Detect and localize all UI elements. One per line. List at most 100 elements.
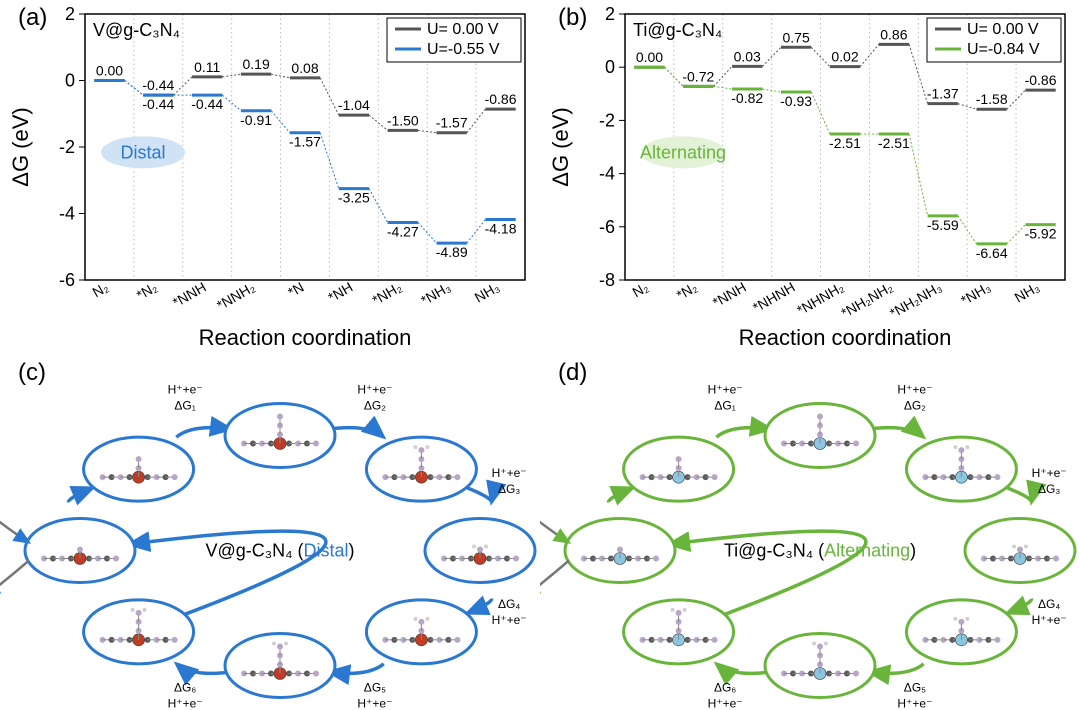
svg-text:H⁺+e⁻: H⁺+e⁻ [1032,466,1067,480]
svg-text:H⁺+e⁻: H⁺+e⁻ [492,613,527,627]
svg-text:Distal: Distal [120,142,165,162]
svg-text:-4.89: -4.89 [436,244,468,260]
svg-text:-0.72: -0.72 [682,68,714,84]
svg-text:0.19: 0.19 [242,56,269,72]
svg-text:-0.86: -0.86 [485,91,517,107]
svg-text:-6: -6 [59,270,75,290]
svg-text:*NNH: *NNH [710,279,749,311]
svg-text:U=-0.55 V: U=-0.55 V [427,41,500,58]
svg-text:ΔG₄: ΔG₄ [498,597,520,611]
svg-text:ΔG₅: ΔG₅ [904,681,926,695]
svg-text:ΔG (eV): ΔG (eV) [8,107,33,186]
svg-text:-0.44: -0.44 [191,96,223,112]
svg-text:-0.82: -0.82 [731,90,763,106]
svg-text:0.08: 0.08 [291,60,318,76]
svg-text:ΔG₁: ΔG₁ [714,398,735,412]
svg-text:U=-0.84 V: U=-0.84 V [967,41,1040,58]
svg-text:ΔG₁: ΔG₁ [174,398,195,412]
panel-d-label: (d) [558,359,587,387]
svg-text:H⁺+e⁻: H⁺+e⁻ [357,697,392,710]
svg-text:-1.58: -1.58 [976,91,1008,107]
svg-text:*NH: *NH [325,279,355,306]
svg-text:H⁺+e⁻: H⁺+e⁻ [897,382,932,396]
svg-text:H⁺+e⁻: H⁺+e⁻ [357,382,392,396]
svg-text:-1.57: -1.57 [436,115,468,131]
svg-text:*N₂: *N₂ [134,279,160,303]
svg-text:*NH₃: *NH₃ [418,279,453,309]
cycle-c-svg: V@g-C₃N₄ (Distal)N₂NH₃H⁺+e⁻ΔG₁H⁺+e⁻ΔG₂H⁺… [0,355,540,710]
svg-text:-4: -4 [599,164,615,184]
svg-text:N₂: N₂ [89,279,110,301]
svg-text:Ti@g-C₃N₄ (Alternating): Ti@g-C₃N₄ (Alternating) [724,541,916,561]
svg-text:2: 2 [65,4,75,24]
svg-text:*N: *N [285,279,306,301]
svg-text:N₂: N₂ [629,279,650,301]
panel-b: (b) -8-6-4-202ΔG (eV)N₂*N₂*NNH*NHNH*NHNH… [540,0,1080,355]
svg-text:0.02: 0.02 [831,49,858,65]
svg-text:2: 2 [605,4,615,24]
svg-text:-1.57: -1.57 [289,134,321,150]
svg-text:H⁺+e⁻: H⁺+e⁻ [708,382,743,396]
svg-text:-2: -2 [599,110,615,130]
svg-text:-0.91: -0.91 [240,112,272,128]
svg-text:*NH₂NH₃: *NH₂NH₃ [887,279,944,321]
svg-text:ΔG₂: ΔG₂ [364,398,386,412]
svg-text:-1.37: -1.37 [927,86,959,102]
svg-text:0.75: 0.75 [782,29,809,45]
chart-a-svg: -6-4-202ΔG (eV)N₂*N₂*NNH*NNH₂*N*NH*NH₂*N… [0,0,540,355]
svg-text:-0.93: -0.93 [780,93,812,109]
svg-text:ΔG₂: ΔG₂ [904,398,926,412]
svg-text:0.00: 0.00 [636,49,663,65]
svg-text:Ti@g-C₃N₄: Ti@g-C₃N₄ [633,20,722,40]
svg-text:ΔG₆: ΔG₆ [714,681,736,695]
svg-text:*NHNH: *NHNH [750,279,798,316]
svg-text:H⁺+e⁻: H⁺+e⁻ [708,697,743,710]
svg-text:0: 0 [605,57,615,77]
panel-d: (d) Ti@g-C₃N₄ (Alternating)N₂NH₃H⁺+e⁻ΔG₁… [540,355,1080,710]
svg-text:-0.44: -0.44 [142,96,174,112]
svg-text:-1.04: -1.04 [338,97,370,113]
svg-text:*NH₂NH₂: *NH₂NH₂ [838,279,895,321]
svg-text:*NH₃: *NH₃ [958,279,993,309]
svg-text:ΔG₃: ΔG₃ [1038,482,1060,496]
svg-text:*N₂: *N₂ [674,279,700,303]
svg-text:-8: -8 [599,270,615,290]
svg-text:0.86: 0.86 [880,26,907,42]
svg-text:-5.92: -5.92 [1025,226,1057,242]
svg-text:H⁺+e⁻: H⁺+e⁻ [168,382,203,396]
svg-text:*NNH: *NNH [170,279,209,311]
svg-text:*NH₂: *NH₂ [369,279,404,308]
svg-text:Reaction coordination: Reaction coordination [199,325,412,350]
svg-text:-1.50: -1.50 [387,112,419,128]
svg-text:U= 0.00 V: U= 0.00 V [427,21,499,38]
svg-text:ΔG (eV): ΔG (eV) [548,107,573,186]
svg-text:-4.27: -4.27 [387,223,419,239]
panel-a-label: (a) [18,4,47,32]
svg-text:*NHNH₂: *NHNH₂ [794,279,846,319]
svg-text:-2.51: -2.51 [878,135,910,151]
figure-root: (a) -6-4-202ΔG (eV)N₂*N₂*NNH*NNH₂*N*NH*N… [0,0,1080,710]
svg-text:ΔG₄: ΔG₄ [1038,597,1060,611]
svg-text:0: 0 [65,71,75,91]
svg-text:-4.18: -4.18 [485,220,517,236]
svg-text:V@g-C₃N₄: V@g-C₃N₄ [93,20,180,40]
svg-text:0.00: 0.00 [96,63,123,79]
svg-text:Reaction coordination: Reaction coordination [739,325,952,350]
svg-text:ΔG₅: ΔG₅ [364,681,386,695]
chart-b-svg: -8-6-4-202ΔG (eV)N₂*N₂*NNH*NHNH*NHNH₂*NH… [540,0,1080,355]
svg-text:0.03: 0.03 [734,48,761,64]
svg-text:-2.51: -2.51 [829,135,861,151]
svg-text:-2: -2 [59,137,75,157]
svg-text:-6.64: -6.64 [976,245,1008,261]
svg-text:Alternating: Alternating [640,142,726,162]
svg-text:NH₃: NH₃ [472,279,502,306]
svg-text:H⁺+e⁻: H⁺+e⁻ [897,697,932,710]
svg-text:U= 0.00 V: U= 0.00 V [967,21,1039,38]
svg-text:V@g-C₃N₄ (Distal): V@g-C₃N₄ (Distal) [206,541,355,561]
svg-text:-0.86: -0.86 [1025,72,1057,88]
svg-text:ΔG₆: ΔG₆ [174,681,196,695]
svg-text:ΔG₃: ΔG₃ [498,482,520,496]
svg-text:-4: -4 [59,204,75,224]
panel-b-label: (b) [558,4,587,32]
svg-text:H⁺+e⁻: H⁺+e⁻ [492,466,527,480]
